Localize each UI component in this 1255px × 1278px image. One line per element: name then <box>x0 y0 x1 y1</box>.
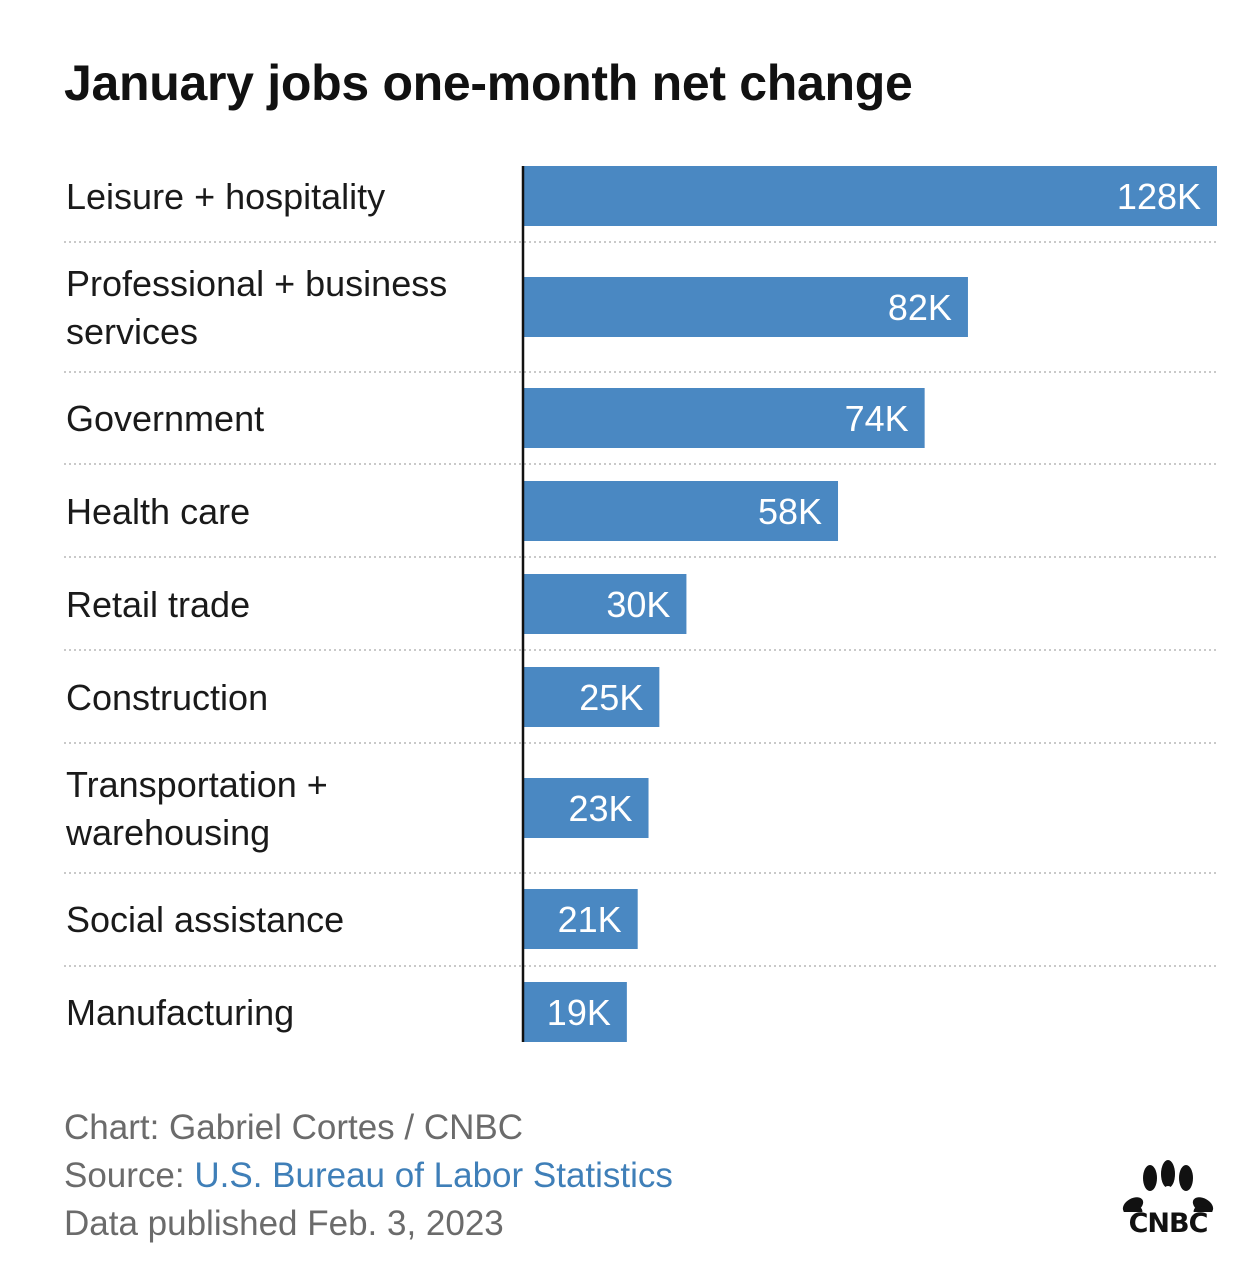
category-label: Manufacturing <box>66 992 294 1033</box>
bar-chart: 128K 82K 74K 58K 30K 25K 23K 21K 19K Leisure + h… <box>64 166 1217 1042</box>
published-date: Data published Feb. 3, 2023 <box>64 1204 504 1243</box>
category-label: Retail trade <box>66 584 250 625</box>
bar <box>524 574 687 634</box>
category-label: Social assistance <box>66 899 344 940</box>
chart-title: January jobs one-month net change <box>64 55 913 111</box>
category-label-line: Transportation + <box>66 764 328 805</box>
bar-value-label: 74K <box>845 398 909 439</box>
source-prefix: Source: <box>64 1156 195 1195</box>
chart-credit: Chart: Gabriel Cortes / CNBC <box>64 1108 524 1147</box>
bar <box>524 166 1217 226</box>
source-link[interactable]: U.S. Bureau of Labor Statistics <box>194 1156 673 1195</box>
bar <box>524 481 839 541</box>
category-labels: Leisure + hospitality Professional + busi… <box>65 176 447 1033</box>
category-label-line: Government <box>66 398 264 439</box>
category-label: Health care <box>66 491 250 532</box>
source-line: Source: U.S. Bureau of Labor Statistics <box>64 1152 673 1200</box>
chart-footer: Chart: Gabriel Cortes / CNBC Source: U.S… <box>64 1104 673 1248</box>
category-label: Transportation + warehousing <box>65 764 328 853</box>
bars: 128K 82K 74K 58K 30K 25K 23K 21K 19K <box>524 166 1217 1042</box>
category-label: Construction <box>66 677 268 718</box>
bar <box>524 277 968 337</box>
bar <box>524 982 627 1042</box>
bar <box>524 667 660 727</box>
category-label-line: Construction <box>66 677 268 718</box>
category-label: Leisure + hospitality <box>66 176 385 217</box>
bar-value-label: 21K <box>558 899 622 940</box>
category-label-line: Manufacturing <box>66 992 294 1033</box>
bar <box>524 778 649 838</box>
category-label-line: Health care <box>66 491 250 532</box>
logo-wordmark: CNBC <box>1128 1208 1209 1239</box>
bar-value-label: 23K <box>568 788 632 829</box>
peacock-icon <box>1121 1160 1215 1212</box>
category-label: Government <box>66 398 264 439</box>
category-label-line: services <box>66 311 198 352</box>
bar-value-label: 19K <box>547 992 611 1033</box>
bar-value-label: 58K <box>758 491 822 532</box>
bar-value-label: 25K <box>579 677 643 718</box>
category-label-line: Professional + business <box>66 263 447 304</box>
bar <box>524 889 638 949</box>
bar-value-label: 30K <box>606 584 670 625</box>
bar <box>524 388 925 448</box>
bar-value-label: 82K <box>888 287 952 328</box>
category-label-line: warehousing <box>65 812 270 853</box>
category-label-line: Social assistance <box>66 899 344 940</box>
bar-value-label: 128K <box>1117 176 1201 217</box>
category-label-line: Retail trade <box>66 584 250 625</box>
row-separators <box>64 241 1217 967</box>
cnbc-logo: CNBC <box>1112 1156 1224 1239</box>
category-label-line: Leisure + hospitality <box>66 176 385 217</box>
category-label: Professional + business services <box>66 263 447 352</box>
